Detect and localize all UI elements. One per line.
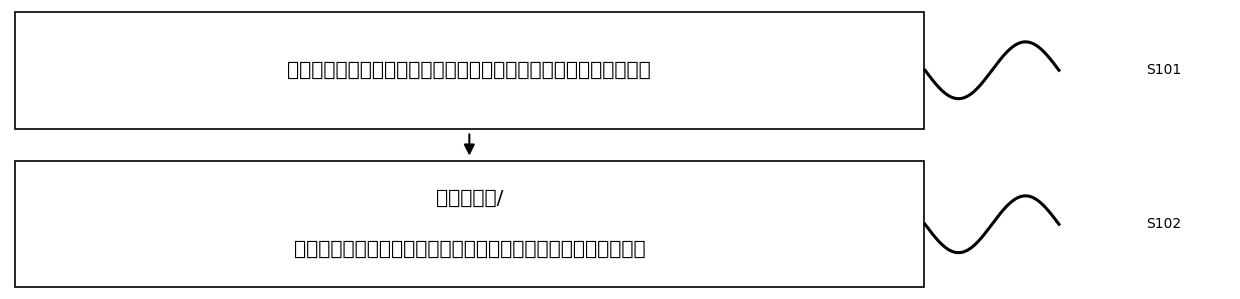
Text: S101: S101 [1146, 63, 1180, 77]
Text: S102: S102 [1146, 217, 1180, 231]
FancyBboxPatch shape [15, 161, 924, 287]
Text: 根据有限元/: 根据有限元/ [435, 189, 503, 208]
Text: 建立堆石块初始状态的三维模型，所述堆石块包括一定数量的块石体: 建立堆石块初始状态的三维模型，所述堆石块包括一定数量的块石体 [288, 61, 651, 80]
FancyBboxPatch shape [15, 12, 924, 129]
Text: 离散元耦合分析方法分析所述三维模型的堆积过程及最终堆积形态: 离散元耦合分析方法分析所述三维模型的堆积过程及最终堆积形态 [294, 240, 645, 259]
